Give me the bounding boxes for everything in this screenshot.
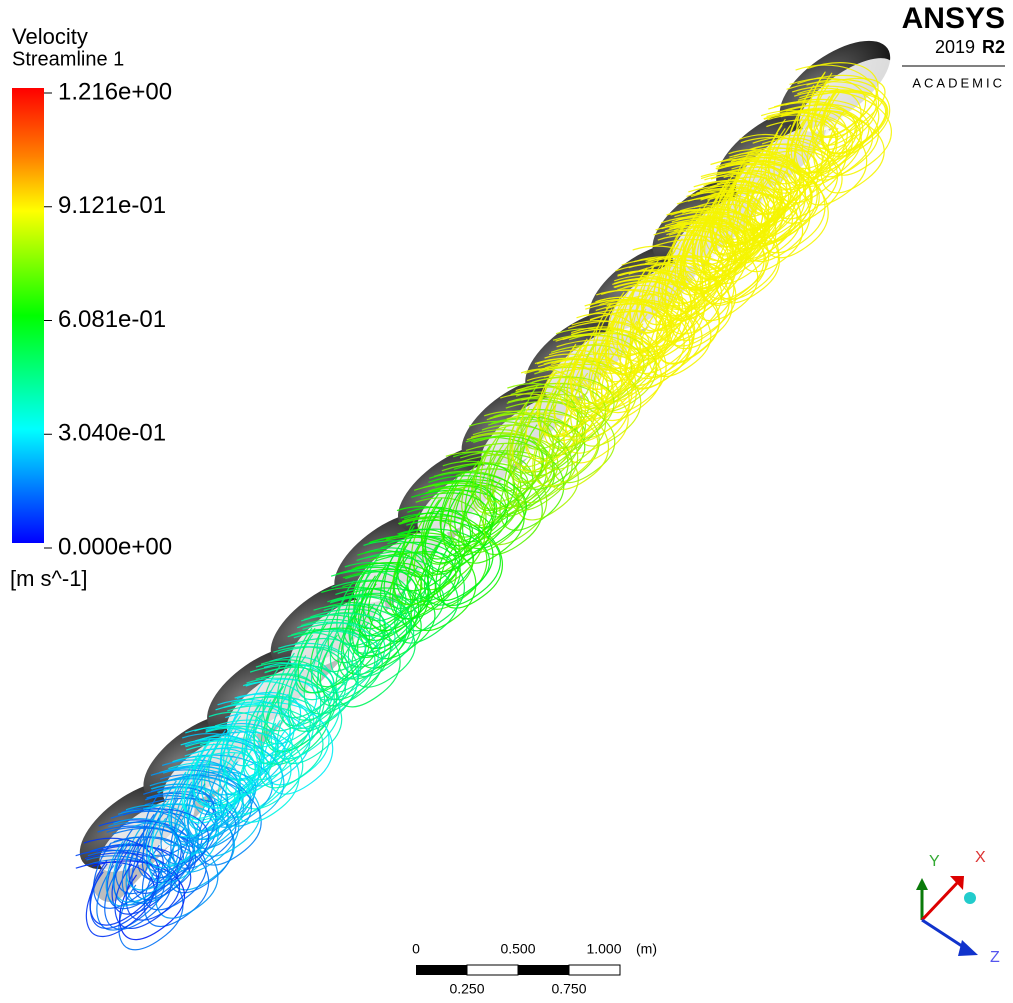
logo-release: R2 — [982, 37, 1005, 57]
legend-title: Velocity — [12, 24, 88, 49]
screw-model — [65, 24, 905, 950]
triad-y-head — [916, 878, 928, 890]
triad-label: X — [975, 849, 986, 866]
triad-point — [964, 892, 976, 904]
legend-subtitle: Streamline 1 — [12, 48, 124, 70]
legend-label: 9.121e-01 — [58, 192, 166, 219]
legend-label: 1.216e+00 — [58, 78, 172, 105]
logo-brand: ANSYS — [902, 2, 1005, 35]
color-bar — [12, 88, 44, 543]
scale-label: 0.500 — [500, 941, 535, 957]
scale-label: 0.250 — [449, 981, 484, 997]
triad-label: Z — [990, 949, 1000, 966]
scale-segment — [569, 965, 620, 975]
scale-segment — [416, 965, 467, 975]
axis-triad: Y X Z — [916, 849, 1000, 966]
triad-x — [922, 882, 958, 920]
scale-segment — [467, 965, 518, 975]
legend-label: 6.081e-01 — [58, 306, 166, 333]
logo-edition: ACADEMIC — [912, 75, 1005, 90]
legend-unit: [m s^-1] — [10, 566, 88, 591]
legend-label: 3.040e-01 — [58, 420, 166, 447]
scale-label: 0 — [412, 941, 420, 957]
scale-label: 1.000 — [586, 941, 621, 957]
scale-label: 0.750 — [551, 981, 586, 997]
logo-year: 2019 — [935, 37, 975, 57]
viewport: Velocity Streamline 1 1.216e+00 9.121e-01… — [0, 0, 1013, 1003]
scale-segment — [518, 965, 569, 975]
legend-label: 0.000e+00 — [58, 533, 172, 560]
scene: Velocity Streamline 1 1.216e+00 9.121e-01… — [0, 0, 1013, 1003]
triad-label: Y — [929, 853, 940, 870]
scale-bar: 0 0.500 1.000 (m) 0.250 0.750 — [412, 941, 657, 997]
scale-unit: (m) — [636, 941, 657, 957]
legend-labels: 1.216e+00 9.121e-01 6.081e-01 3.040e-01 0.00… — [44, 78, 172, 560]
triad-z-head — [958, 940, 978, 956]
